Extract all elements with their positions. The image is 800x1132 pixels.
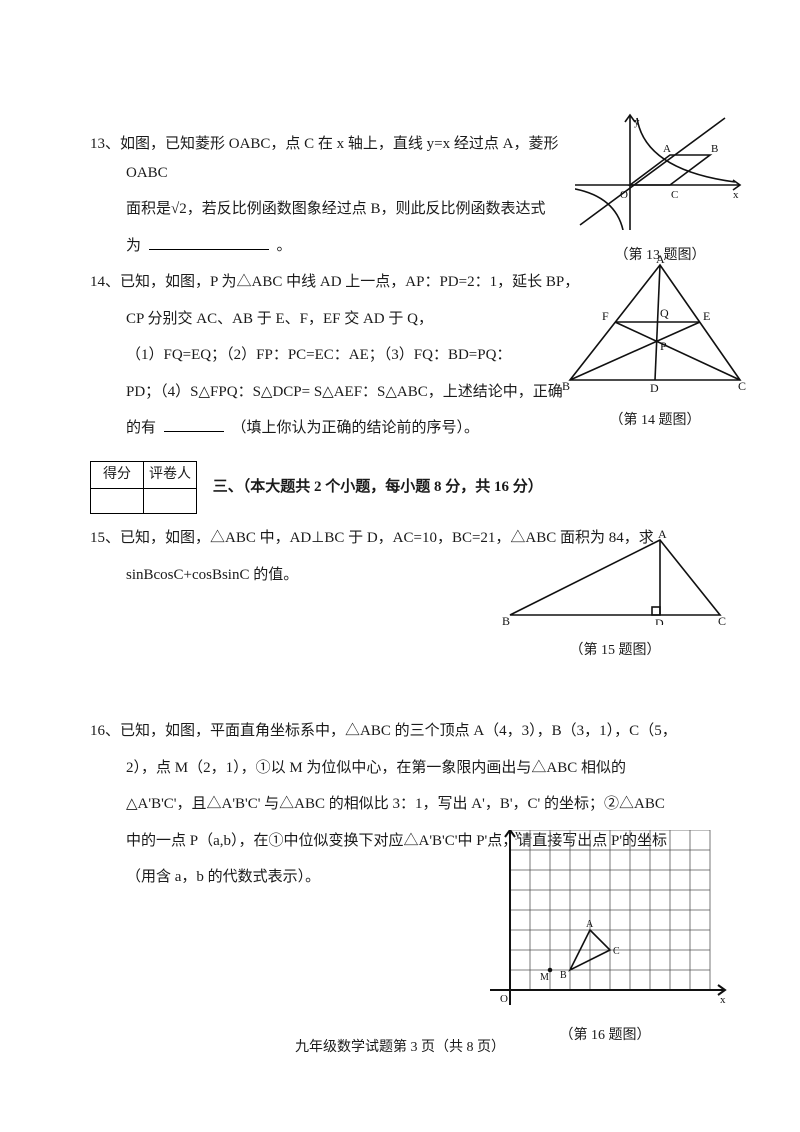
- label-B: B: [502, 614, 510, 625]
- label-P: P: [660, 339, 667, 353]
- q13-line3: 为 。: [90, 232, 586, 261]
- label-C: C: [613, 946, 620, 957]
- q13-line3-suffix: 。: [277, 238, 292, 254]
- q13-blank[interactable]: [149, 249, 269, 250]
- axis-x-label: x: [733, 189, 739, 201]
- q14-line4: PD；（4）S△FPQ：S△DCP= S△AEF：S△ABC，上述结论中，正确: [90, 378, 586, 407]
- q14-line5-prefix: 的有: [126, 420, 156, 436]
- q16-line2: 2），点 M（2，1），①以 M 为位似中心，在第一象限内画出与△ABC 相似的: [90, 754, 736, 783]
- q15-svg: A B C D: [500, 530, 730, 625]
- grid-lines: [510, 830, 710, 990]
- score-label: 得分: [91, 461, 144, 489]
- label-Q: Q: [660, 306, 669, 320]
- section3-title: 三、（本大题共 2 个小题，每小题 8 分，共 16 分）: [213, 473, 543, 502]
- q16-figure: y x O A B C M （第 16 题图）: [480, 830, 730, 1049]
- label-F: F: [602, 309, 609, 323]
- label-B: B: [711, 143, 718, 155]
- q13-figure: y x O A B C （第 13 题图）: [575, 110, 745, 269]
- q14-line4-prefix: PD；（4）S△FPQ：S△DCP= S△AEF：S△ABC，上述结论中，正确: [126, 384, 563, 400]
- grader-label: 评卷人: [144, 461, 197, 489]
- label-A: A: [658, 530, 667, 541]
- q14-svg: A B C D E F P Q: [560, 255, 750, 395]
- q16-svg: y x O A B C M: [480, 830, 730, 1010]
- q13-line3-prefix: 为: [126, 238, 141, 254]
- label-D: D: [655, 616, 664, 625]
- label-O: O: [620, 189, 628, 201]
- q14-line2: CP 分别交 AC、AB 于 E、F，EF 交 AD 于 Q，: [90, 305, 586, 334]
- q16-line1: 16、已知，如图，平面直角坐标系中，△ABC 的三个顶点 A（4，3），B（3，…: [90, 717, 736, 746]
- q14-blank[interactable]: [164, 431, 224, 432]
- q13-svg: y x O A B C: [575, 110, 745, 230]
- label-C: C: [671, 189, 678, 201]
- label-D: D: [650, 381, 659, 395]
- q15-figure: A B C D （第 15 题图）: [500, 530, 730, 664]
- section3-header: 得分 评卷人 三、（本大题共 2 个小题，每小题 8 分，共 16 分）: [90, 461, 720, 515]
- q15-caption: （第 15 题图）: [500, 638, 730, 665]
- label-A: A: [663, 143, 671, 155]
- label-A: A: [656, 255, 665, 266]
- axis-y-label: y: [515, 830, 521, 840]
- label-C: C: [738, 379, 746, 393]
- label-A: A: [586, 919, 594, 930]
- q14-caption: （第 14 题图）: [560, 408, 750, 435]
- q14-line5-suffix: （填上你认为正确的结论前的序号）。: [232, 420, 480, 436]
- axis-x-label: x: [720, 994, 726, 1006]
- q14-line5: 的有 （填上你认为正确的结论前的序号）。: [90, 414, 586, 443]
- q14-line3: （1）FQ=EQ；（2）FP：PC=EC：AE；（3）FQ：BD=PQ：: [90, 341, 586, 370]
- q16-line3: △A'B'C'，且△A'B'C' 与△ABC 的相似比 3：1，写出 A'，B'…: [90, 790, 736, 819]
- q14-figure: A B C D E F P Q （第 14 题图）: [560, 255, 750, 434]
- label-B: B: [560, 970, 567, 981]
- axis-y-label: y: [634, 116, 640, 128]
- grader-cell[interactable]: [144, 489, 197, 514]
- page-footer: 九年级数学试题第 3 页（共 8 页）: [0, 1035, 800, 1062]
- label-O: O: [500, 993, 508, 1005]
- q14-line1: 14、已知，如图，P 为△ABC 中线 AD 上一点，AP：PD=2：1，延长 …: [90, 268, 586, 297]
- score-table: 得分 评卷人: [90, 461, 197, 515]
- q13-line1: 13、如图，已知菱形 OABC，点 C 在 x 轴上，直线 y=x 经过点 A，…: [90, 130, 586, 187]
- label-E: E: [703, 309, 710, 323]
- label-M: M: [540, 972, 549, 983]
- exam-page: y x O A B C （第 13 题图） 13、如图，已知菱形 OABC，点 …: [0, 0, 800, 1132]
- score-cell[interactable]: [91, 489, 144, 514]
- label-C: C: [718, 614, 726, 625]
- q13-line2: 面积是√2，若反比例函数图象经过点 B，则此反比例函数表达式: [90, 195, 586, 224]
